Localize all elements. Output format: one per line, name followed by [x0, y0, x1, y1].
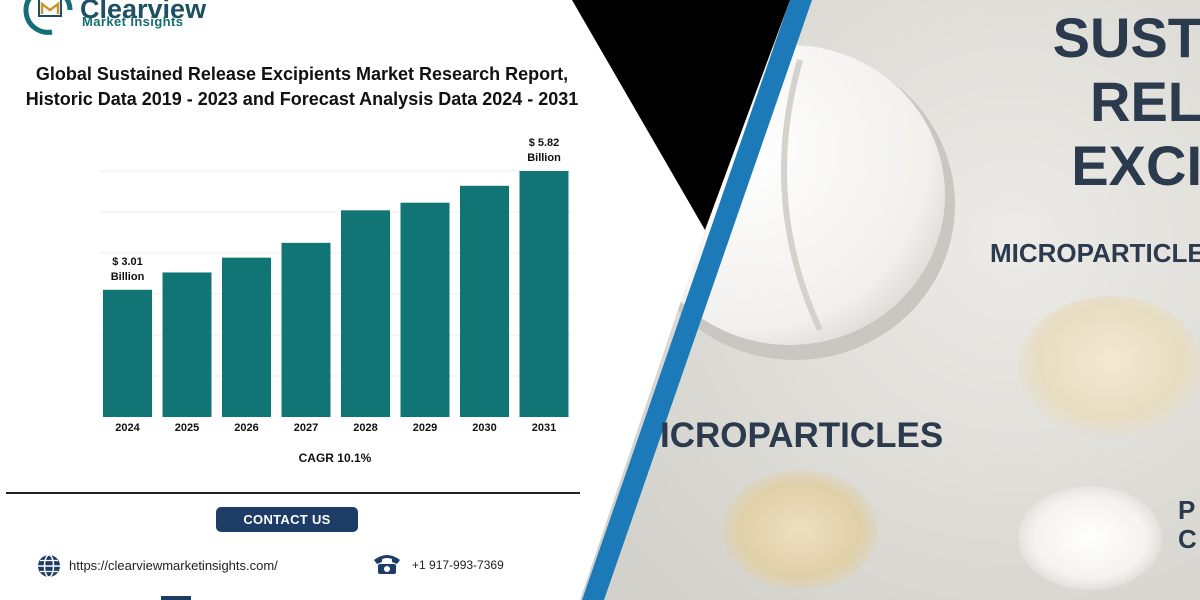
data-label-2024-unit: Billion — [111, 271, 145, 283]
divider — [6, 492, 580, 494]
report-title-line-2: Historic Data 2019 - 2023 and Forecast A… — [25, 89, 579, 109]
x-tick-label-2031: 2031 — [532, 422, 556, 434]
bar-2028 — [341, 210, 390, 417]
brand-subtitle: Market Insights — [82, 14, 184, 29]
mail-icon — [161, 596, 191, 600]
bar-2031 — [519, 171, 569, 417]
website-link[interactable]: https://clearviewmarketinsights.com/ — [69, 558, 278, 573]
x-tick-label-2030: 2030 — [472, 422, 496, 434]
contact-us-button[interactable]: CONTACT US — [216, 507, 358, 532]
bar-2030 — [460, 185, 509, 417]
black-wedge — [572, 0, 790, 230]
bar-chart: 2024 2025 2026 2027 2028 2029 2030 2031 $ 3.01 Bi… — [100, 137, 572, 434]
data-label-2031-value: $ 5.82 — [529, 137, 560, 149]
powder-pile-right — [1018, 486, 1162, 590]
label-microparticles-top: MICROPARTICLE — [990, 238, 1200, 268]
x-tick-label-2024: 2024 — [115, 422, 140, 434]
x-tick-label-2028: 2028 — [353, 422, 377, 434]
telephone-icon — [374, 555, 400, 574]
hero-title-line-3: EXCI — [1071, 134, 1200, 197]
label-microparticles: ICROPARTICLES — [660, 416, 944, 455]
label-partial: P C — [1178, 496, 1197, 554]
blue-stripe — [582, 0, 812, 600]
report-title: Global Sustained Release Excipients Mark… — [0, 62, 604, 112]
x-tick-label-2026: 2026 — [234, 422, 258, 434]
label-partial-line-1: P — [1178, 495, 1196, 525]
brand-name: Clearview — [80, 0, 207, 24]
bar-2029 — [400, 202, 450, 417]
report-title-line-1: Global Sustained Release Excipients Mark… — [35, 64, 569, 84]
cagr-annotation: CAGR 10.1% — [298, 451, 372, 465]
label-partial-line-2: C — [1178, 524, 1197, 554]
phone-number[interactable]: +1 917-993-7369 — [412, 558, 504, 572]
bar-2026 — [222, 257, 271, 417]
data-label-2031-unit: Billion — [527, 152, 561, 164]
bar-2027 — [281, 242, 331, 417]
hero-title-line-1: SUST — [1052, 6, 1200, 69]
bar-2024 — [103, 289, 152, 417]
hero-title-line-2: REL — [1090, 70, 1200, 133]
hero-title: SUST REL EXCI — [1053, 6, 1200, 198]
powder-pile-top — [1018, 296, 1200, 440]
bar-2025 — [162, 272, 212, 417]
data-label-2024-value: $ 3.01 — [112, 256, 143, 268]
powder-pile-left — [722, 470, 878, 590]
x-tick-label-2025: 2025 — [175, 422, 199, 434]
x-tick-label-2029: 2029 — [413, 422, 437, 434]
globe-icon — [38, 554, 60, 578]
logo-icon — [23, 0, 73, 35]
x-tick-label-2027: 2027 — [294, 422, 318, 434]
